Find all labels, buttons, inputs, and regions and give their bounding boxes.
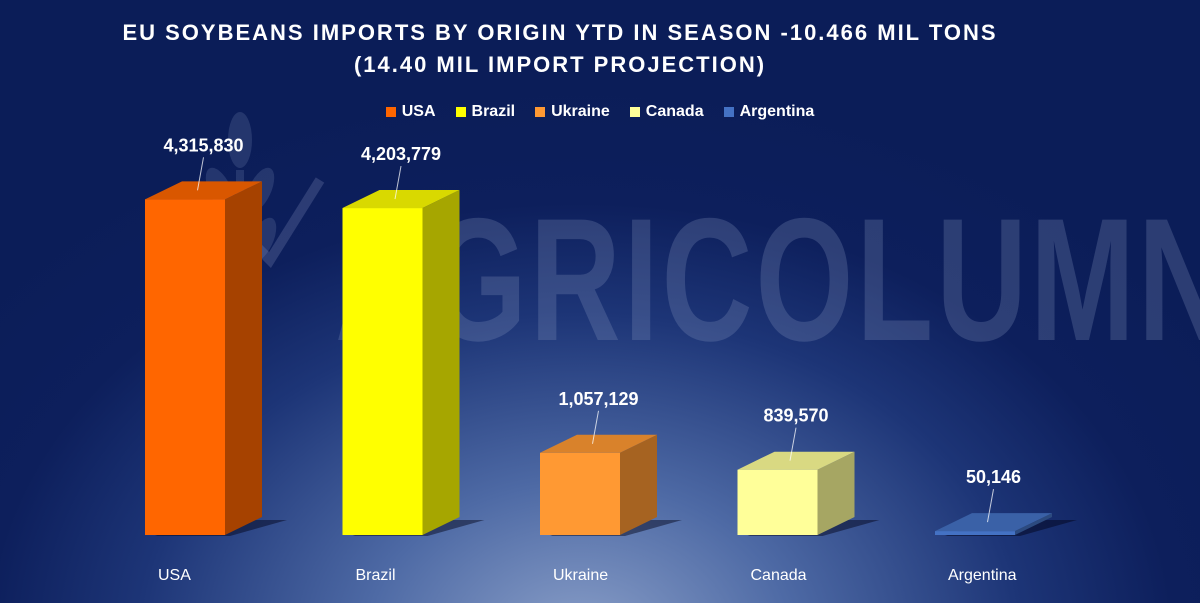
x-tick-label-usa: USA [158,567,191,584]
bar-top-brazil [342,190,460,209]
legend-swatch-argentina [723,107,734,117]
bar-argentina: 50,146 Argentina [935,467,1077,584]
legend-swatch-brazil [455,107,466,117]
bar-front-canada [737,469,818,535]
bar-front-brazil [342,208,423,535]
bar-side-argentina [1015,513,1052,535]
legend-swatch-ukraine [535,107,546,117]
bar-brazil: 4,203,779 Brazil [342,144,485,584]
bar-side-ukraine [620,434,657,535]
data-label-argentina: 50,146 [966,467,1021,487]
legend-label-usa: USA [401,103,436,120]
legend-item-argentina: Argentina [723,103,815,121]
legend-swatch-canada [629,107,640,117]
bar-side-usa [225,181,262,535]
legend-label-argentina: Argentina [739,103,815,120]
bar-front-usa [145,199,225,535]
leader-line-ukraine [592,410,599,444]
leader-line-argentina [987,489,994,523]
legend-item-usa: USA [385,103,436,121]
bar-front-argentina [935,531,1015,535]
bar-front-ukraine [540,452,620,535]
data-label-ukraine: 1,057,129 [558,389,638,409]
bar-usa: 4,315,830 USA [145,135,287,584]
legend-item-brazil: Brazil [455,103,516,121]
data-label-brazil: 4,203,779 [361,144,441,164]
x-tick-label-canada: Canada [751,567,807,584]
data-label-canada: 839,570 [763,406,828,426]
bar-ukraine: 1,057,129 Ukraine [540,389,682,584]
leader-line-canada [789,427,797,461]
x-tick-label-ukraine: Ukraine [553,567,608,584]
legend-label-brazil: Brazil [471,103,516,120]
leader-line-brazil [394,165,402,200]
bar-canada: 839,570 Canada [737,406,880,584]
data-label-usa: 4,315,830 [163,135,243,155]
leader-line-usa [197,157,204,191]
chart-title: EU SOYBEANS IMPORTS BY ORIGIN YTD IN SEA… [122,20,998,45]
legend-label-canada: Canada [645,103,704,120]
bar-top-canada [737,451,855,470]
legend-label-ukraine: Ukraine [551,103,610,120]
legend-swatch-usa [385,107,396,117]
legend-item-ukraine: Ukraine [535,103,610,121]
bar-top-ukraine [540,434,657,453]
chart-legend: USA Brazil Ukraine Canada Argentina [0,103,1200,121]
bar-top-argentina [935,513,1052,532]
bar-side-brazil [422,190,460,535]
legend-item-canada: Canada [629,103,704,121]
x-tick-label-brazil: Brazil [356,567,396,584]
x-tick-label-argentina: Argentina [948,567,1017,584]
chart-subtitle: (14.40 MIL IMPORT PROJECTION) [353,52,767,77]
bar-side-canada [817,451,855,535]
bar-top-usa [145,181,262,200]
